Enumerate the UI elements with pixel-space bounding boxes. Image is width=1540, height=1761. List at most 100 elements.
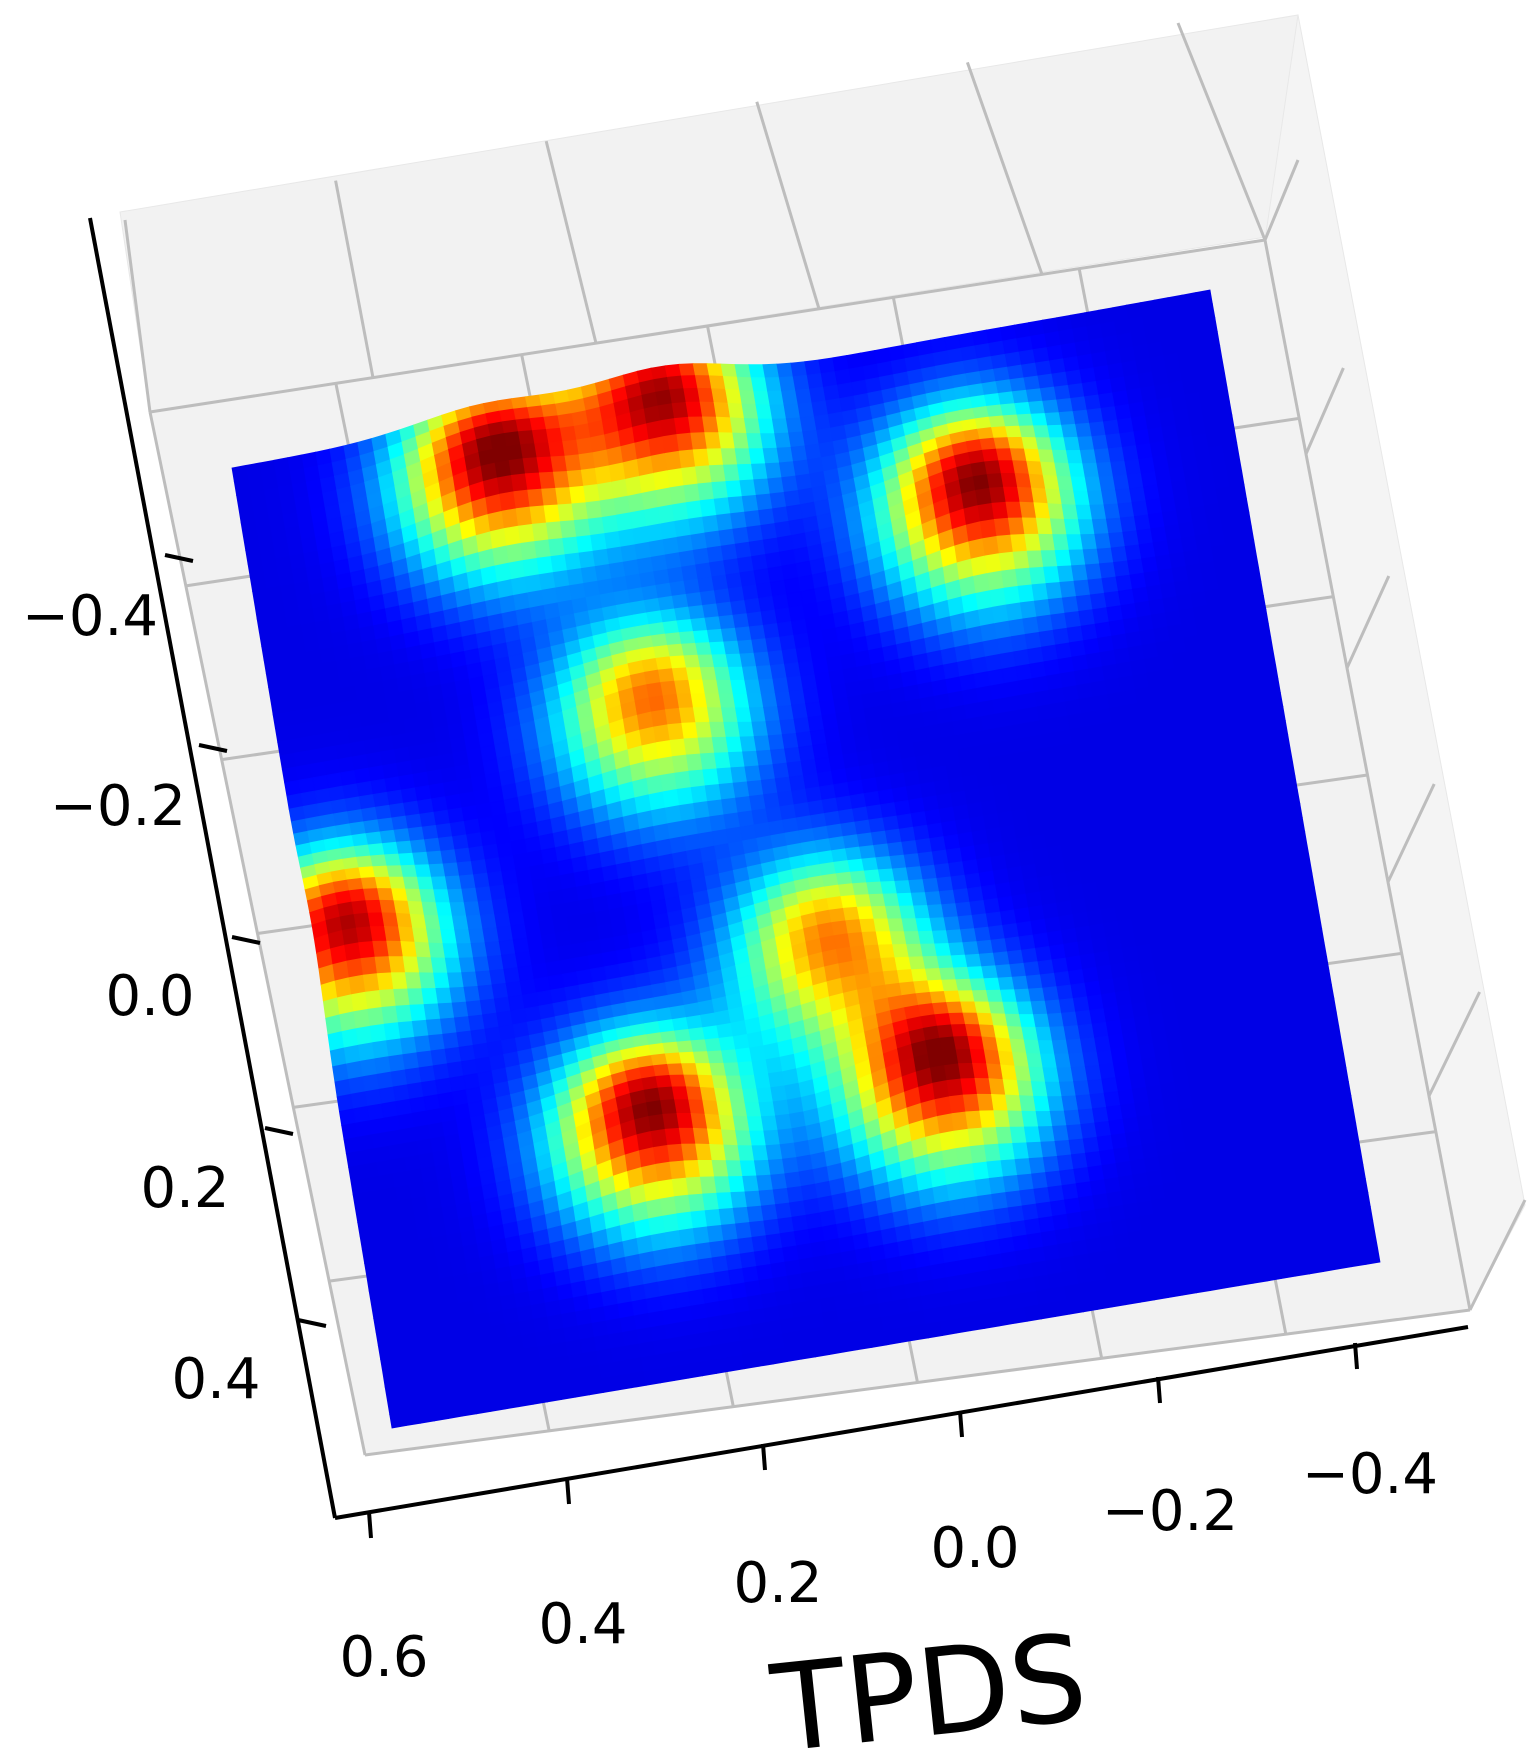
surface-cell [1278, 847, 1296, 865]
surface-cell [1282, 789, 1301, 807]
surface-cell [1176, 593, 1194, 611]
surface-cell [545, 521, 564, 541]
surface-cell [709, 641, 727, 656]
surface-cell [522, 457, 540, 475]
surface-cell [744, 1102, 762, 1118]
surface-cell [468, 1014, 486, 1032]
surface-cell [1097, 635, 1115, 654]
surface-cell [678, 1051, 697, 1065]
surface-cell [1076, 682, 1094, 700]
surface-cell [737, 1236, 755, 1255]
surface-cell [1187, 991, 1206, 1009]
surface-cell [723, 1326, 741, 1344]
surface-cell [971, 913, 990, 929]
surface-cell [496, 925, 514, 942]
surface-cell [697, 1257, 715, 1276]
surface-cell [442, 1032, 460, 1050]
surface-cell [683, 737, 701, 756]
surface-cell [975, 590, 993, 611]
surface-cell [455, 1287, 473, 1305]
surface-cell [863, 790, 882, 808]
surface-cell [406, 1253, 424, 1271]
surface-cell [734, 626, 753, 642]
surface-cell [828, 836, 847, 852]
surface-cell [805, 786, 823, 803]
surface-cell [1248, 924, 1266, 942]
surface-cell [1094, 1207, 1113, 1225]
surface-cell [449, 901, 467, 917]
surface-cell [1285, 889, 1304, 907]
surface-cell [1187, 906, 1205, 924]
surface-cell [1057, 1241, 1075, 1260]
surface-cell [1269, 963, 1288, 981]
surface-cell [1040, 1230, 1059, 1248]
surface-cell [462, 1243, 481, 1261]
surface-cell [405, 813, 423, 830]
surface-cell [391, 815, 409, 831]
surface-cell [1189, 505, 1208, 523]
surface-cell [1291, 1002, 1309, 1020]
surface-cell [1282, 1118, 1300, 1136]
surface-cell [1254, 1208, 1272, 1226]
surface-cell [1286, 1060, 1305, 1078]
surface-cell [774, 432, 792, 449]
surface-cell [725, 1253, 744, 1272]
surface-cell [435, 822, 454, 839]
surface-cell [969, 1144, 988, 1165]
surface-cell [711, 574, 729, 592]
surface-cell [990, 1013, 1009, 1027]
surface-cell [424, 1363, 443, 1381]
surface-cell [1146, 1170, 1164, 1188]
surface-cell [1232, 1083, 1251, 1102]
surface-cell [470, 859, 489, 876]
surface-cell [1025, 974, 1044, 990]
surface-cell [1246, 910, 1264, 928]
surface-cell [1149, 440, 1168, 458]
surface-cell [992, 868, 1011, 886]
surface-cell [805, 1212, 823, 1230]
surface-cell [697, 482, 715, 502]
surface-cell [950, 1023, 969, 1038]
surface-cell [690, 1210, 708, 1229]
surface-cell [866, 1230, 885, 1249]
surface-cell [504, 1321, 523, 1339]
surface-cell [1085, 563, 1103, 581]
surface-cell [739, 570, 757, 588]
surface-cell [435, 1077, 453, 1096]
surface-cell [1142, 813, 1160, 832]
surface-cell [1185, 892, 1203, 910]
surface-cell [662, 1112, 680, 1130]
surface-cell [793, 1228, 812, 1247]
surface-cell [1049, 1026, 1067, 1042]
surface-cell [1077, 436, 1095, 451]
surface-cell [1348, 1164, 1366, 1182]
surface-cell [852, 1319, 870, 1337]
surface-cell [899, 981, 917, 996]
surface-cell [790, 618, 809, 636]
surface-cell [1242, 1053, 1260, 1072]
surface-cell [349, 740, 367, 758]
surface-cell [1110, 546, 1129, 563]
surface-cell [936, 955, 955, 969]
surface-cell [597, 481, 615, 502]
surface-cell [697, 576, 715, 593]
surface-cell [1085, 1150, 1103, 1168]
surface-cell [720, 1312, 739, 1331]
surface-cell [399, 1212, 417, 1230]
surface-cell [1201, 488, 1219, 507]
surface-cell [524, 472, 543, 491]
surface-cell [981, 381, 999, 396]
surface-cell [995, 1126, 1014, 1145]
surface-cell [931, 849, 950, 866]
surface-cell [793, 801, 811, 819]
surface-cell [1067, 382, 1086, 399]
surface-cell [1103, 503, 1121, 520]
surface-cell [1046, 930, 1065, 947]
surface-cell [1251, 608, 1269, 627]
surface-cell [854, 736, 872, 754]
surface-cell [383, 1115, 401, 1133]
surface-cell [531, 962, 549, 980]
surface-cell [1319, 1083, 1338, 1101]
surface-cell [511, 1362, 529, 1380]
surface-cell [1015, 567, 1033, 587]
